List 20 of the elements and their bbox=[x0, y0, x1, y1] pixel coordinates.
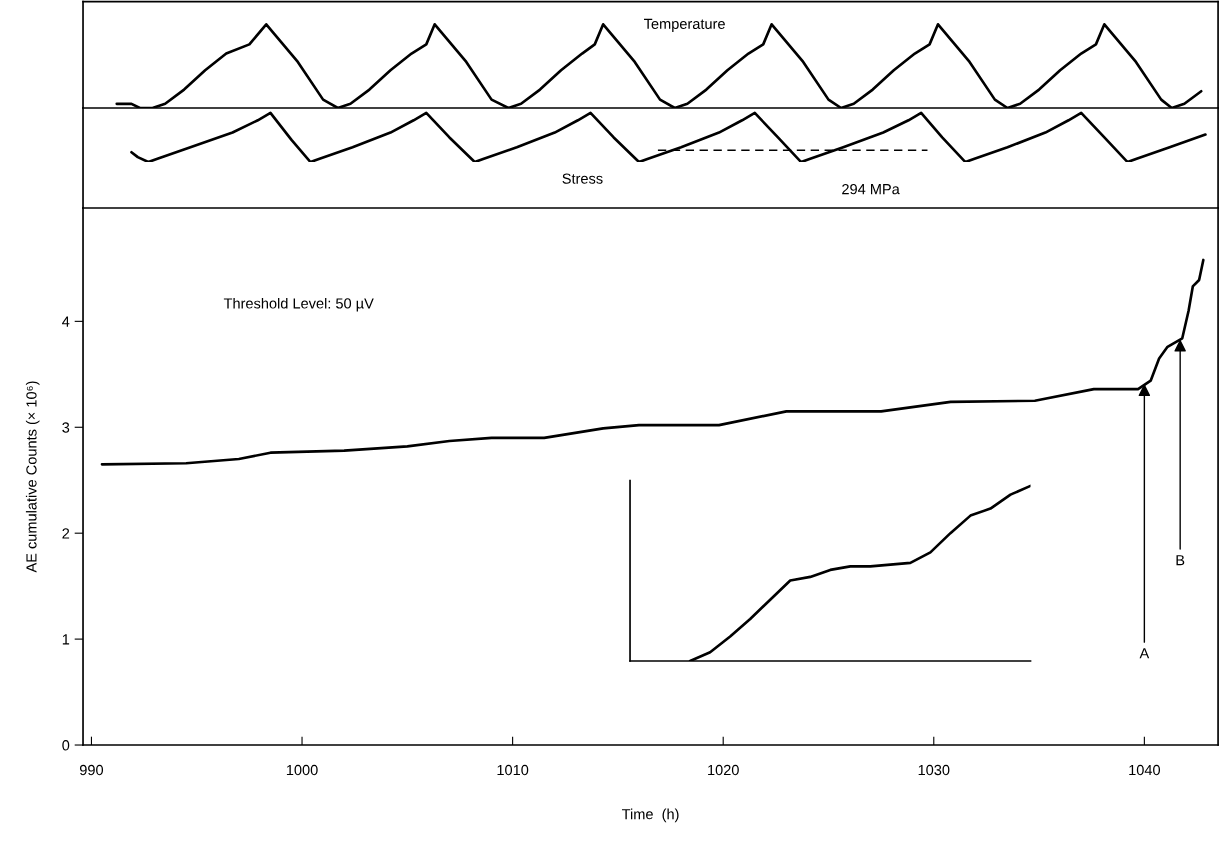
annotation: Temperature bbox=[644, 18, 725, 32]
y-tick-label: 1 bbox=[62, 634, 70, 645]
annotation: B bbox=[1176, 555, 1185, 566]
annotation: 294 MPa bbox=[842, 183, 900, 195]
y-tick-label: 0 bbox=[62, 740, 70, 751]
line-series bbox=[100, 258, 1205, 466]
y-tick-label: 2 bbox=[62, 528, 70, 539]
x-tick-label: 1040 bbox=[1129, 764, 1161, 776]
x-tick-label: 1020 bbox=[708, 764, 739, 776]
y-axis-title: AE cumulative Counts (× 10⁶) bbox=[25, 381, 40, 573]
x-tick-label: 1010 bbox=[497, 764, 529, 776]
x-tick-label: 990 bbox=[79, 764, 104, 776]
x-tick-label: 1030 bbox=[918, 764, 950, 776]
annotation: Threshold Level: 50 µV bbox=[223, 297, 374, 312]
y-tick-label: 4 bbox=[62, 316, 70, 327]
x-tick-label: 1000 bbox=[286, 764, 318, 776]
annotation: A bbox=[1139, 648, 1150, 659]
text: Stress bbox=[562, 173, 603, 184]
x-axis-title: Time (h) bbox=[621, 808, 679, 823]
y-tick-label: 3 bbox=[62, 422, 70, 433]
